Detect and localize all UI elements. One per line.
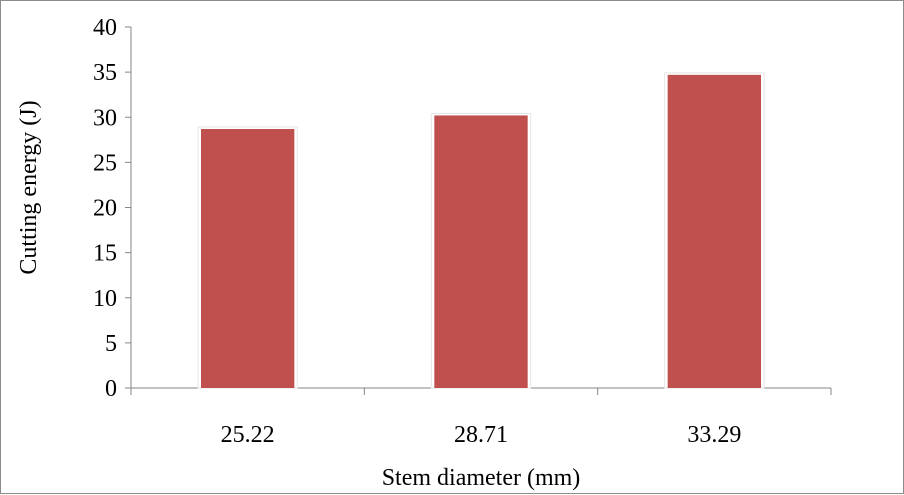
bar: [434, 115, 528, 388]
y-axis-title: Cutting energy (J): [16, 100, 42, 274]
y-tick-label: 5: [105, 331, 117, 357]
y-tick-label: 20: [93, 196, 117, 222]
y-tick-label: 10: [93, 286, 117, 312]
x-tick-label: 28.71: [454, 422, 508, 448]
x-axis-title: Stem diameter (mm): [382, 465, 581, 491]
y-tick-label: 30: [93, 105, 117, 131]
bar: [667, 74, 761, 389]
y-tick-label: 35: [93, 60, 117, 86]
y-axis: 0 5 10 15 20 25 30 35 40: [93, 15, 132, 402]
bar: [201, 128, 295, 389]
x-axis: 25.22 28.71 33.29: [130, 387, 832, 448]
y-tick-label: 40: [93, 15, 117, 41]
y-tick-label: 15: [93, 241, 117, 267]
x-tick-label: 33.29: [687, 422, 741, 448]
y-tick-label: 0: [105, 376, 117, 402]
x-tick-label: 25.22: [221, 422, 275, 448]
y-tick-label: 25: [93, 150, 117, 176]
bars: [197, 72, 765, 389]
